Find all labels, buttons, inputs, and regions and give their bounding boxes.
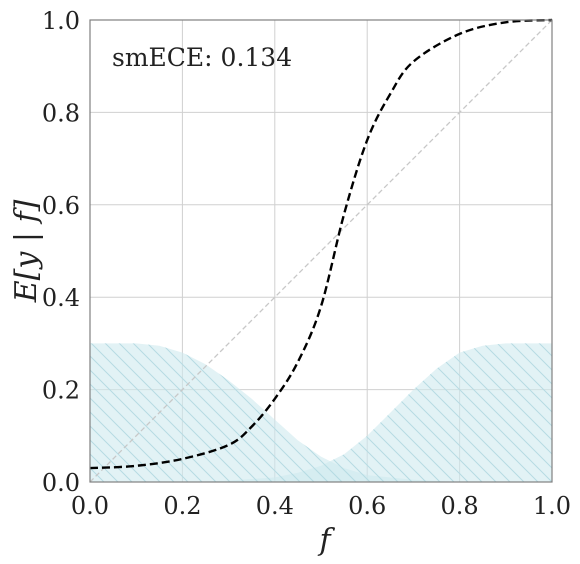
y-tick-label: 0.2 <box>42 377 80 405</box>
y-tick-label: 0.4 <box>42 284 80 312</box>
density-area-label-1-hatch <box>90 343 552 482</box>
y-tick-label: 0.6 <box>42 192 80 220</box>
y-tick-label: 1.0 <box>42 7 80 35</box>
x-tick-label: 0.8 <box>441 492 479 520</box>
perfect-calibration-diagonal <box>89 19 553 483</box>
y-tick-label: 0.8 <box>42 99 80 127</box>
x-tick-label: 1.0 <box>533 492 571 520</box>
x-tick-label: 0.4 <box>256 492 294 520</box>
y-tick-label: 0.0 <box>42 469 80 497</box>
x-tick-label: 0.2 <box>163 492 201 520</box>
x-axis-label: f <box>317 523 335 558</box>
calibration-curve <box>89 18 553 470</box>
x-tick-labels: 0.0 0.2 0.4 0.6 0.8 1.0 <box>71 492 571 520</box>
y-tick-labels: 0.0 0.2 0.4 0.6 0.8 1.0 <box>42 7 80 497</box>
x-tick-label: 0.6 <box>348 492 386 520</box>
density-areas <box>90 343 552 482</box>
x-tick-label: 0.0 <box>71 492 109 520</box>
smece-annotation: smECE: 0.134 <box>112 43 292 72</box>
plot-frame <box>89 19 553 483</box>
density-area-label-0-hatch <box>90 343 552 482</box>
y-axis-label: E[y | f] <box>9 199 44 303</box>
